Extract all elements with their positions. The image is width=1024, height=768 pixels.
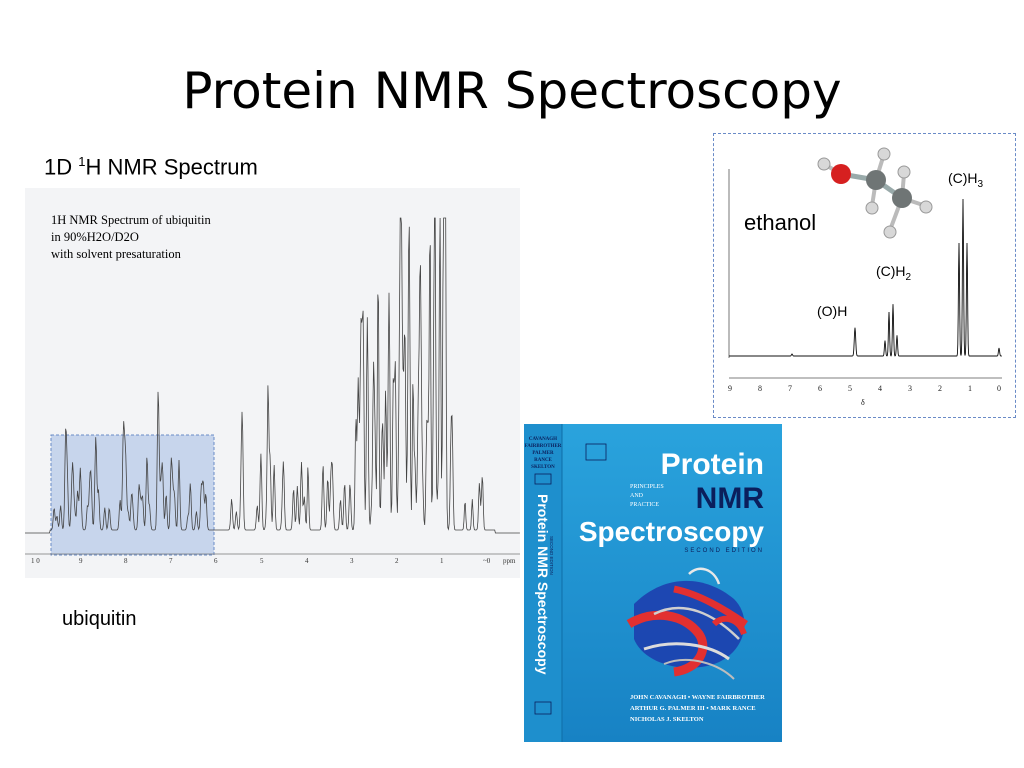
book-cover-svg: CAVANAGH FAIRBROTHER PALMER RANCE SKELTO… (524, 424, 782, 742)
eth-tick: 0 (997, 384, 1001, 393)
peak-label-ch2: (C)H2 (876, 263, 911, 283)
caption-line-2: in 90%H2O/D2O (51, 230, 139, 244)
peak-ch2-sub: 2 (905, 271, 912, 283)
peak-ch3-base: (C)H (948, 170, 978, 186)
ubq-tick: 9 (79, 557, 83, 565)
spine-publisher-logo-bottom (534, 701, 552, 715)
ubiquitin-spectrum-trace (25, 217, 520, 534)
cover-authors-line1: JOHN CAVANAGH • WAYNE FAIRBROTHER (630, 694, 765, 701)
cover-tagline: AND (630, 493, 644, 499)
cover-title-protein: Protein (661, 448, 764, 481)
spine-author: FAIRBROTHER (525, 444, 562, 449)
ethanol-spectrum-figure: 9 8 7 6 5 4 3 2 1 0 δ (713, 133, 1016, 418)
cover-publisher-logo (585, 443, 607, 461)
peak-label-oh: (O)H (817, 303, 847, 319)
ethanol-spectrum-svg: 9 8 7 6 5 4 3 2 1 0 δ (728, 147, 1002, 407)
cover-background (524, 424, 782, 742)
subtitle-superscript: 1 (78, 154, 86, 169)
spine-title: Protein NMR Spectroscopy (535, 494, 551, 675)
cover-edition: SECOND EDITION (684, 548, 764, 554)
cover-tagline: PRACTICE (630, 502, 659, 508)
subtitle-rest: H NMR Spectrum (85, 154, 258, 180)
spine-author: SKELTON (531, 465, 555, 470)
peak-oh-base: (O)H (817, 303, 848, 319)
ubq-tick: 4 (305, 557, 309, 565)
ubiquitin-spectrum-figure: 1H NMR Spectrum of ubiquitin in 90%H2O/D… (25, 188, 520, 578)
ubq-tick: 6 (214, 557, 218, 565)
eth-tick: 4 (878, 384, 882, 393)
ubq-tick: 1 (440, 557, 444, 565)
cover-authors-line3: NICHOLAS J. SKELTON (630, 716, 704, 723)
cover-tagline: PRINCIPLES (630, 484, 664, 490)
eth-tick: 1 (968, 384, 972, 393)
caption-line-1: 1H NMR Spectrum of ubiquitin (51, 213, 211, 227)
ubq-tick: 2 (395, 557, 399, 565)
ubq-tick: 5 (260, 557, 264, 565)
spine-author: RANCE (534, 458, 552, 463)
book-cover: CAVANAGH FAIRBROTHER PALMER RANCE SKELTO… (524, 424, 782, 742)
peak-label-ch3: (C)H3 (948, 170, 983, 190)
ubq-tick: ppm (503, 557, 516, 565)
eth-tick: 8 (758, 384, 762, 393)
ubiquitin-axis-ticks: 1 0 9 8 7 6 5 4 3 2 1 ~0 ppm (31, 557, 516, 565)
subtitle-base: 1D (44, 154, 79, 180)
ethanol-label: ethanol (744, 210, 817, 235)
ubq-tick: 8 (124, 557, 128, 565)
eth-tick: 9 (728, 384, 732, 393)
spine-author: PALMER (532, 451, 554, 456)
cover-spine (524, 424, 562, 742)
protein-ribbon-illustration (626, 567, 748, 680)
spine-edition: SECOND EDITION (549, 536, 554, 575)
eth-tick: 3 (908, 384, 912, 393)
peak-ch3-sub: 3 (977, 178, 984, 190)
spine-publisher-logo (534, 473, 552, 485)
ubq-tick: ~0 (483, 557, 491, 565)
ethanol-molecule-model (817, 147, 933, 239)
eth-tick: 2 (938, 384, 942, 393)
eth-axis-label: δ (861, 398, 865, 407)
cover-title-nmr: NMR (696, 482, 765, 515)
spine-author: CAVANAGH (529, 437, 557, 442)
ubq-tick: 7 (169, 557, 173, 565)
spectrum-subtitle: 1D 1H NMR Spectrum (44, 154, 258, 180)
ethanol-spectrum-trace (729, 198, 1002, 357)
peak-ch2-base: (C)H (876, 263, 906, 279)
caption-line-3: with solvent presaturation (51, 247, 182, 261)
ubq-tick: 1 0 (31, 557, 40, 565)
ethanol-axis-ticks: 9 8 7 6 5 4 3 2 1 0 δ (728, 384, 1001, 407)
eth-tick: 7 (788, 384, 792, 393)
eth-tick: 6 (818, 384, 822, 393)
slide-title: Protein NMR Spectroscopy (182, 62, 842, 120)
eth-tick: 5 (848, 384, 852, 393)
cover-title-spectroscopy: Spectroscopy (579, 516, 765, 547)
cover-authors-line2: ARTHUR G. PALMER III • MARK RANCE (630, 705, 756, 712)
ubq-tick: 3 (350, 557, 354, 565)
ubiquitin-label: ubiquitin (62, 608, 137, 630)
ubiquitin-spectrum-svg: 1H NMR Spectrum of ubiquitin in 90%H2O/D… (25, 188, 520, 578)
